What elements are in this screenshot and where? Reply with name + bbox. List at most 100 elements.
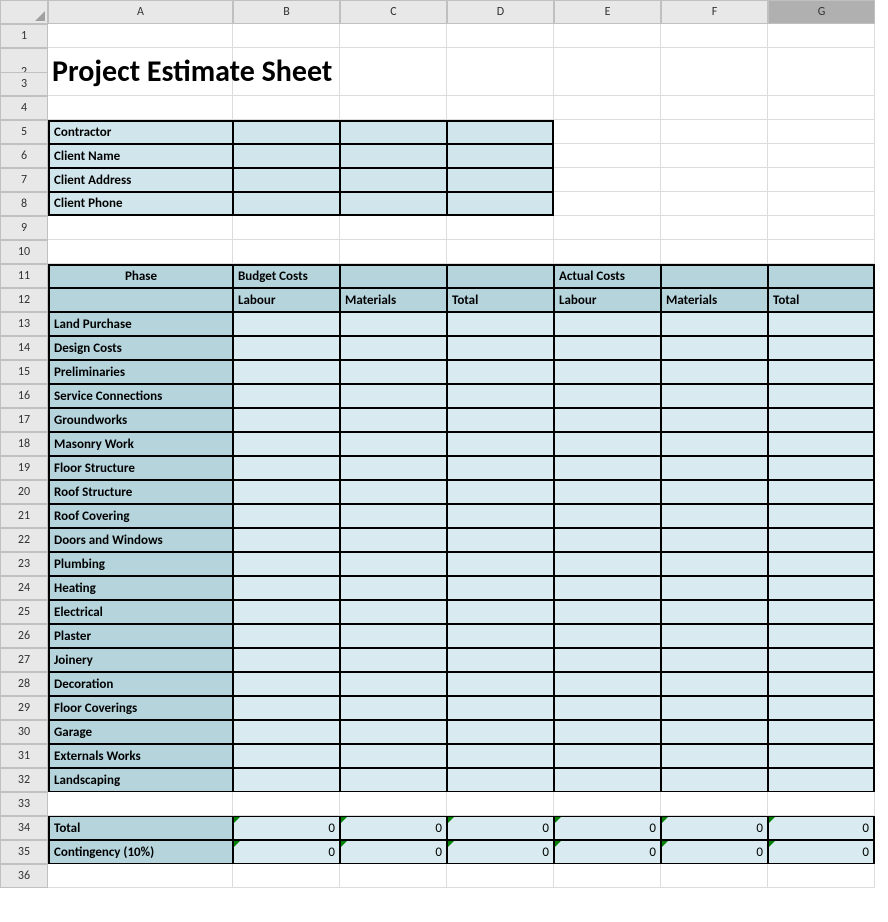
phase-cell-r20-cC[interactable] [340,480,447,504]
phase-cell-r29-cG[interactable] [768,696,875,720]
info-value-r5-cC[interactable] [340,120,447,144]
row-header-34[interactable]: 34 [0,816,48,840]
cell-r10-cA[interactable] [48,240,233,264]
contingency-actual_total[interactable]: 0 [768,840,875,864]
phase-cell-r13-cB[interactable] [233,312,340,336]
phase-cell-r19-cC[interactable] [340,456,447,480]
cell-r1-cG[interactable] [768,24,875,48]
phase-cell-r19-cG[interactable] [768,456,875,480]
phase-cell-r31-cB[interactable] [233,744,340,768]
row-header-7[interactable]: 7 [0,168,48,192]
phase-cell-r31-cG[interactable] [768,744,875,768]
info-value-r6-cC[interactable] [340,144,447,168]
phase-cell-r26-cC[interactable] [340,624,447,648]
info-value-r5-cD[interactable] [447,120,554,144]
phase-cell-r31-cD[interactable] [447,744,554,768]
contingency-budget_total[interactable]: 0 [447,840,554,864]
phase-cell-r15-cD[interactable] [447,360,554,384]
cell-r9-cA[interactable] [48,216,233,240]
phase-cell-r23-cG[interactable] [768,552,875,576]
phase-cell-r20-cG[interactable] [768,480,875,504]
phase-cell-r14-cD[interactable] [447,336,554,360]
cell-r33-cD[interactable] [447,792,554,816]
cell-r7-cE[interactable] [554,168,661,192]
cell-r10-cC[interactable] [340,240,447,264]
phase-cell-r17-cC[interactable] [340,408,447,432]
row-header-26[interactable]: 26 [0,624,48,648]
cell-r33-cE[interactable] [554,792,661,816]
phase-cell-r30-cG[interactable] [768,720,875,744]
row-header-27[interactable]: 27 [0,648,48,672]
phase-cell-r27-cB[interactable] [233,648,340,672]
cell-r33-cG[interactable] [768,792,875,816]
row-header-4[interactable]: 4 [0,96,48,120]
cell-r36-cF[interactable] [661,864,768,888]
phase-cell-r25-cG[interactable] [768,600,875,624]
cell-r4-cC[interactable] [340,96,447,120]
cell-r6-cF[interactable] [661,144,768,168]
phase-cell-r24-cG[interactable] [768,576,875,600]
phase-cell-r16-cG[interactable] [768,384,875,408]
phase-cell-r21-cC[interactable] [340,504,447,528]
info-value-r7-cB[interactable] [233,168,340,192]
phase-cell-r15-cB[interactable] [233,360,340,384]
cell-r9-cC[interactable] [340,216,447,240]
cell-r5-cG[interactable] [768,120,875,144]
phase-cell-r14-cB[interactable] [233,336,340,360]
phase-cell-r23-cF[interactable] [661,552,768,576]
info-value-r8-cC[interactable] [340,192,447,216]
phase-cell-r21-cG[interactable] [768,504,875,528]
row-header-24[interactable]: 24 [0,576,48,600]
phase-cell-r19-cF[interactable] [661,456,768,480]
phase-cell-r19-cB[interactable] [233,456,340,480]
phase-cell-r25-cF[interactable] [661,600,768,624]
phase-cell-r30-cB[interactable] [233,720,340,744]
phase-cell-r31-cF[interactable] [661,744,768,768]
total-budget_materials[interactable]: 0 [340,816,447,840]
phase-cell-r32-cD[interactable] [447,768,554,792]
info-value-r5-cB[interactable] [233,120,340,144]
select-all-corner[interactable] [0,0,48,24]
cell-r4-cE[interactable] [554,96,661,120]
phase-cell-r13-cC[interactable] [340,312,447,336]
cell-r7-cG[interactable] [768,168,875,192]
row-header-13[interactable]: 13 [0,312,48,336]
phase-cell-r26-cD[interactable] [447,624,554,648]
row-header-14[interactable]: 14 [0,336,48,360]
cell-r4-cD[interactable] [447,96,554,120]
phase-cell-r19-cE[interactable] [554,456,661,480]
row-header-29[interactable]: 29 [0,696,48,720]
phase-cell-r24-cC[interactable] [340,576,447,600]
row-header-17[interactable]: 17 [0,408,48,432]
row-header-28[interactable]: 28 [0,672,48,696]
phase-cell-r32-cB[interactable] [233,768,340,792]
contingency-budget_labour[interactable]: 0 [233,840,340,864]
phase-cell-r16-cC[interactable] [340,384,447,408]
cell-r36-cA[interactable] [48,864,233,888]
cell-r5-cF[interactable] [661,120,768,144]
row-header-10[interactable]: 10 [0,240,48,264]
cell-r4-cB[interactable] [233,96,340,120]
phase-cell-r30-cE[interactable] [554,720,661,744]
phase-cell-r24-cD[interactable] [447,576,554,600]
phase-cell-r28-cC[interactable] [340,672,447,696]
column-header-G[interactable]: G [768,0,875,24]
phase-cell-r25-cB[interactable] [233,600,340,624]
cell-r10-cG[interactable] [768,240,875,264]
info-value-r6-cB[interactable] [233,144,340,168]
phase-cell-r28-cE[interactable] [554,672,661,696]
phase-cell-r23-cC[interactable] [340,552,447,576]
phase-cell-r24-cE[interactable] [554,576,661,600]
phase-cell-r16-cE[interactable] [554,384,661,408]
cell-r3-cG[interactable] [768,72,875,96]
phase-cell-r14-cG[interactable] [768,336,875,360]
phase-cell-r20-cF[interactable] [661,480,768,504]
phase-cell-r22-cE[interactable] [554,528,661,552]
cell-r1-cC[interactable] [340,24,447,48]
phase-cell-r14-cE[interactable] [554,336,661,360]
row-header-25[interactable]: 25 [0,600,48,624]
cell-r10-cF[interactable] [661,240,768,264]
cell-r36-cG[interactable] [768,864,875,888]
cell-r8-cG[interactable] [768,192,875,216]
phase-cell-r27-cD[interactable] [447,648,554,672]
